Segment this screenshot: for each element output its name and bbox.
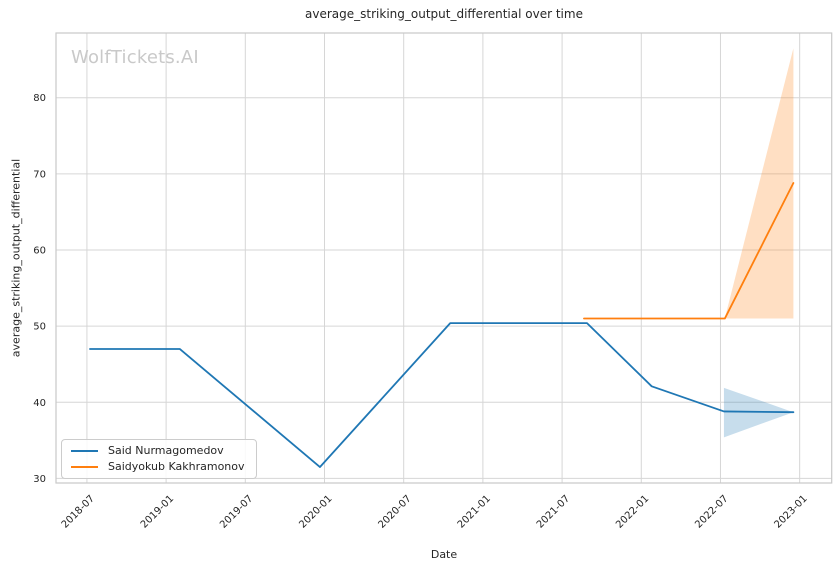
x-tick-label: 2020-01 [297,493,334,530]
x-tick-label: 2019-01 [139,493,176,530]
confidence-band [724,48,794,319]
y-tick-label: 50 [33,322,46,333]
chart-title: average_striking_output_differential ove… [305,7,583,21]
y-tick-label: 60 [33,246,46,257]
x-tick-label: 2019-07 [218,493,255,530]
x-tick-label: 2023-01 [772,493,809,530]
x-tick-label: 2021-01 [456,493,493,530]
legend-line-swatch-icon [71,449,98,452]
watermark: WolfTickets.AI [71,47,199,68]
series-line [583,182,795,320]
legend-label: Said Nurmagomedov [108,444,224,457]
legend-label: Saidyokub Kakhramonov [108,460,245,473]
legend: Said Nurmagomedov Saidyokub Kakhramonov [61,439,257,479]
x-tick-label: 2022-01 [614,493,651,530]
plot-border [55,32,833,484]
x-axis-label: Date [430,548,458,561]
y-axis-label: average_striking_output_differential [9,158,23,358]
y-tick-label: 70 [33,169,46,180]
x-tick-label: 2021-07 [535,493,572,530]
x-tick-label: 2022-07 [693,493,730,530]
y-tick-label: 30 [33,474,46,485]
y-tick-label: 80 [33,93,46,104]
legend-line-swatch-icon [71,465,98,468]
legend-item: Said Nurmagomedov [71,445,245,456]
x-tick-label: 2018-07 [60,493,97,530]
legend-item: Saidyokub Kakhramonov [71,461,245,472]
x-tick-label: 2020-07 [376,493,413,530]
y-tick-label: 40 [33,398,46,409]
series-line [89,322,795,468]
